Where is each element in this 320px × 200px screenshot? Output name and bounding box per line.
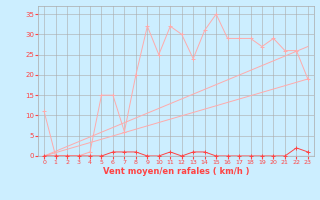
X-axis label: Vent moyen/en rafales ( km/h ): Vent moyen/en rafales ( km/h ) <box>103 167 249 176</box>
